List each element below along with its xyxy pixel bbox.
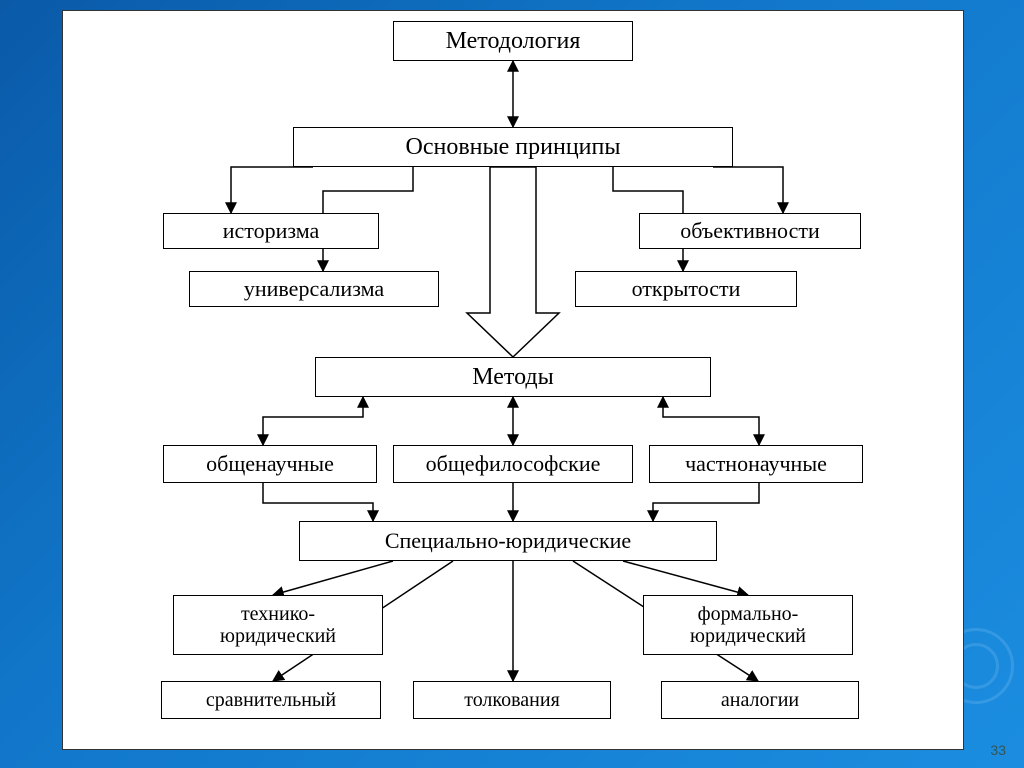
node-part_scientific: частнонаучные bbox=[649, 445, 863, 483]
connector-principles-objectivity bbox=[713, 167, 783, 213]
node-gen_scientific: общенаучные bbox=[163, 445, 377, 483]
node-tech_legal: технико-юридический bbox=[173, 595, 383, 655]
big-down-arrow bbox=[467, 167, 559, 357]
connector-principles-historicism bbox=[231, 167, 313, 213]
node-methods: Методы bbox=[315, 357, 711, 397]
node-analogy: аналогии bbox=[661, 681, 859, 719]
connector-part_scientific-special_legal bbox=[653, 483, 759, 521]
connector-special_legal-formal_legal bbox=[623, 561, 748, 595]
node-objectivity: объективности bbox=[639, 213, 861, 249]
node-interpretation: толкования bbox=[413, 681, 611, 719]
node-principles: Основные принципы bbox=[293, 127, 733, 167]
node-comparative: сравнительный bbox=[161, 681, 381, 719]
diagram-slide: Методология Основные принципы историзма объ… bbox=[62, 10, 964, 750]
connector-methods-gen_scientific bbox=[263, 397, 363, 445]
node-universalism: универсализма bbox=[189, 271, 439, 307]
connector-special_legal-tech_legal bbox=[273, 561, 393, 595]
connector-methods-part_scientific bbox=[663, 397, 759, 445]
node-historicism: историзма bbox=[163, 213, 379, 249]
node-gen_philosoph: общефилософские bbox=[393, 445, 633, 483]
node-methodology: Методология bbox=[393, 21, 633, 61]
page-number: 33 bbox=[990, 742, 1006, 758]
node-special_legal: Специально-юридические bbox=[299, 521, 717, 561]
connector-gen_scientific-special_legal bbox=[263, 483, 373, 521]
node-formal_legal: формально-юридический bbox=[643, 595, 853, 655]
node-openness: открытости bbox=[575, 271, 797, 307]
